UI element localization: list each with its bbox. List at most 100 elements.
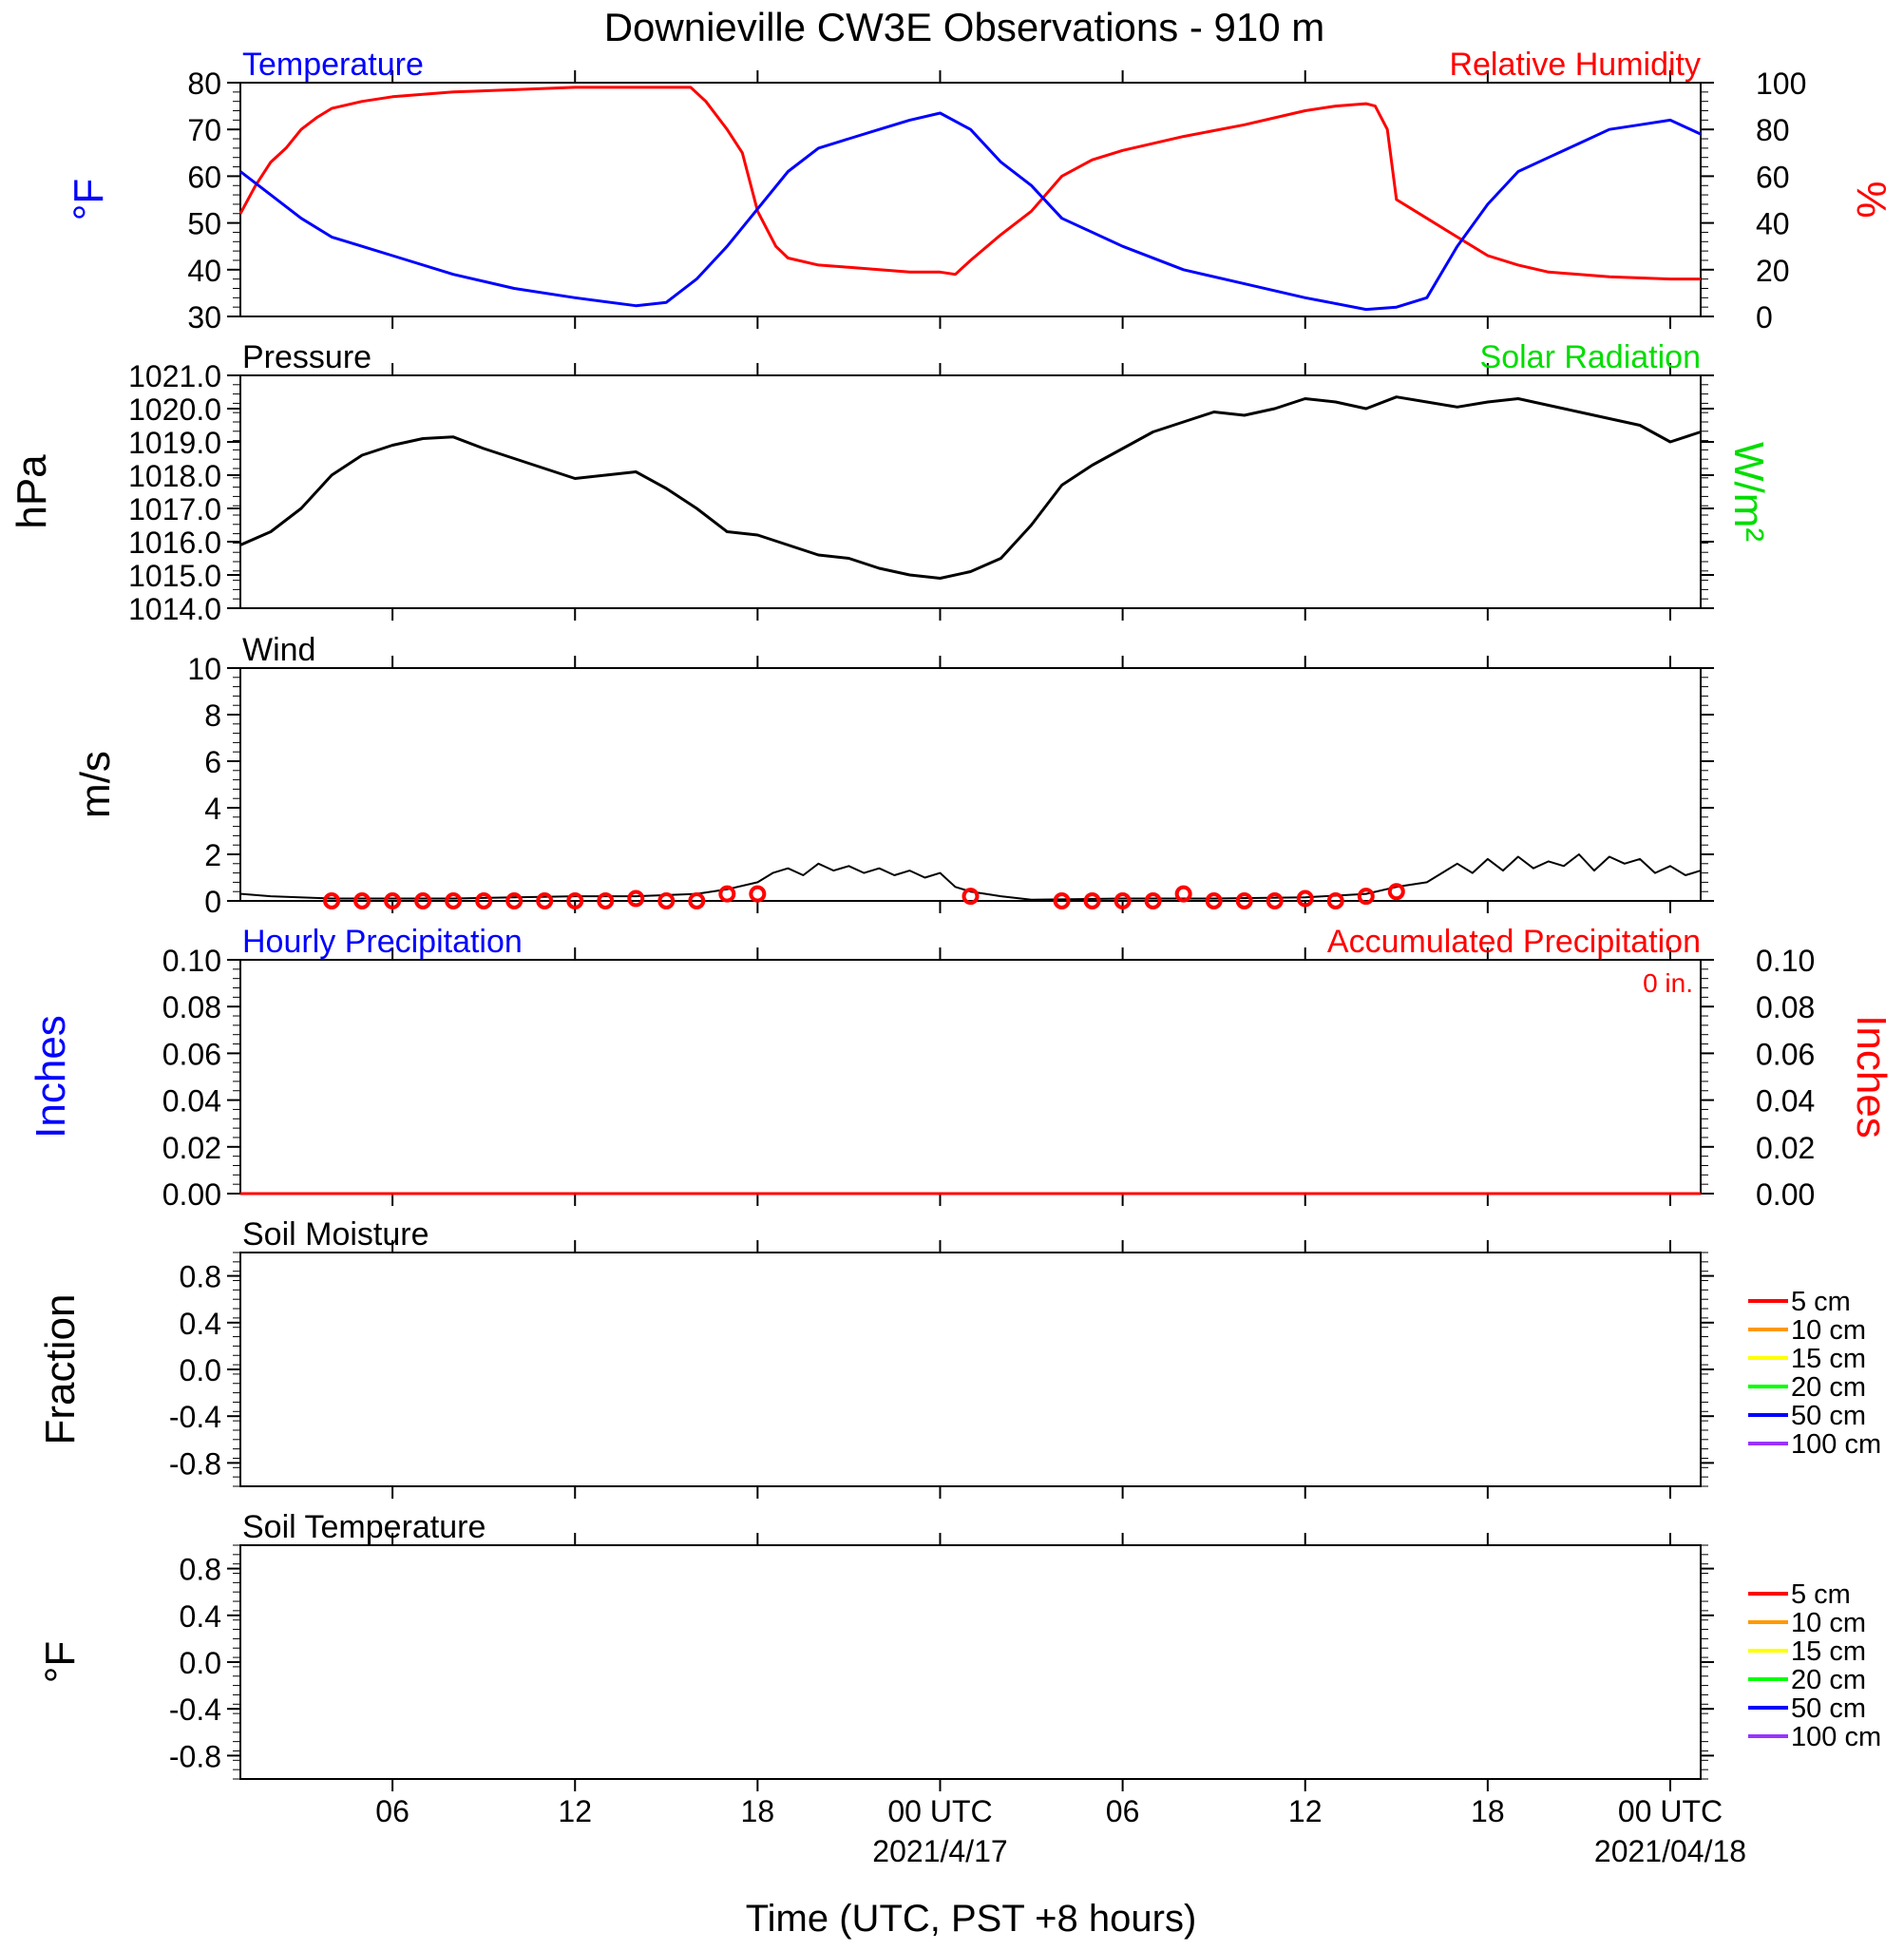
y-tick-label-temp: 60 [187, 160, 221, 194]
precip-total: 0 in. [1643, 968, 1693, 998]
x-date-label: 2021/4/17 [872, 1834, 1007, 1868]
panel-frame-wind [239, 667, 1702, 902]
wind-marker [597, 892, 615, 909]
y-tick-label-wind: 6 [204, 745, 221, 779]
wind-marker [1387, 883, 1405, 901]
y-tick-label-soil_moisture: 0.4 [180, 1307, 221, 1341]
wind-marker [475, 892, 493, 909]
y-tick-label-soil_moisture: -0.4 [169, 1400, 221, 1434]
y-tick-label-precip: 0.02 [162, 1131, 221, 1165]
panel-title-precip: Hourly Precipitation [242, 924, 523, 960]
chart-title: Downieville CW3E Observations - 910 m [604, 5, 1325, 49]
wind-marker [1326, 892, 1344, 909]
legend-label-soil_moisture: 15 cm [1791, 1344, 1866, 1374]
panel-title-wind: Wind [242, 632, 315, 668]
wind-marker [1114, 892, 1132, 909]
legend-label-soil_temp: 100 cm [1791, 1722, 1881, 1752]
y-right-tick-label-precip: 0.02 [1756, 1131, 1815, 1165]
wind-marker [749, 885, 767, 903]
legend-label-soil_moisture: 20 cm [1791, 1372, 1866, 1403]
legend-label-soil_temp: 10 cm [1791, 1608, 1866, 1638]
wind-marker [1144, 892, 1162, 909]
y-right-tick-label-precip: 0.06 [1756, 1037, 1815, 1071]
y-axis-right-label-temp: % [1848, 181, 1894, 218]
panel-title-temp: Temperature [242, 47, 424, 83]
legend-label-soil_moisture: 100 cm [1791, 1429, 1881, 1460]
y-tick-label-wind: 0 [204, 885, 221, 919]
y-tick-label-soil_temp: 0.8 [180, 1553, 221, 1587]
y-axis-label-soil_temp: °F [37, 1641, 84, 1683]
y-tick-label-temp: 80 [187, 67, 221, 101]
y-tick-label-pressure: 1020.0 [128, 392, 221, 427]
panel-title-soil_moisture: Soil Moisture [242, 1216, 429, 1253]
y-tick-label-temp: 50 [187, 207, 221, 241]
pressure-line [239, 395, 1702, 580]
wind-marker [323, 892, 341, 909]
wind-speed-line [239, 853, 1702, 901]
x-tick-label: 12 [1288, 1794, 1323, 1828]
wind-marker [353, 892, 371, 909]
y-right-tick-label-temp: 100 [1756, 67, 1806, 101]
x-tick-label: 12 [558, 1794, 592, 1828]
panel-title-pressure: Pressure [242, 339, 371, 375]
y-axis-label-temp: °F [66, 179, 112, 220]
y-tick-label-precip: 0.04 [162, 1084, 221, 1119]
wind-marker [1083, 892, 1101, 909]
wind-marker [566, 892, 584, 909]
y-tick-label-soil_temp: 0.0 [180, 1646, 221, 1680]
panel-pressure: 1014.01015.01016.01017.01018.01019.01020… [9, 339, 1772, 626]
wind-marker [1235, 892, 1253, 909]
panel-frame-soil_temp [239, 1544, 1702, 1780]
x-tick-label: 00 UTC [1618, 1794, 1723, 1828]
legend-label-soil_moisture: 5 cm [1791, 1287, 1851, 1317]
y-right-tick-label-precip: 0.04 [1756, 1084, 1815, 1119]
y-right-tick-label-temp: 60 [1756, 160, 1790, 194]
y-tick-label-pressure: 1016.0 [128, 526, 221, 560]
wind-marker [445, 892, 463, 909]
wind-marker [536, 892, 554, 909]
y-tick-label-wind: 10 [187, 652, 221, 686]
wind-marker [1174, 885, 1192, 903]
y-tick-label-pressure: 1019.0 [128, 426, 221, 460]
x-tick-label: 18 [1471, 1794, 1505, 1828]
wind-marker [1296, 889, 1314, 908]
y-tick-label-soil_moisture: 0.0 [180, 1353, 221, 1387]
wind-marker [962, 888, 980, 906]
y-right-tick-label-precip: 0.00 [1756, 1177, 1815, 1212]
wind-marker [1357, 888, 1375, 906]
panel-frame-pressure [239, 374, 1702, 609]
y-tick-label-pressure: 1021.0 [128, 359, 221, 393]
wind-marker [1205, 892, 1223, 909]
panel-temp: 30 40 50 60 70 80 0 20 40 60 80 100 Temperature Relat… [66, 47, 1894, 335]
y-axis-right-label-precip: Inches [1848, 1015, 1894, 1138]
y-tick-label-precip: 0.00 [162, 1177, 221, 1212]
x-tick-label: 00 UTC [887, 1794, 992, 1828]
y-tick-label-pressure: 1018.0 [128, 459, 221, 493]
legend-label-soil_moisture: 50 cm [1791, 1401, 1866, 1431]
y-right-tick-label-temp: 80 [1756, 113, 1790, 147]
y-tick-label-soil_temp: 0.4 [180, 1599, 221, 1634]
legend-label-soil_temp: 5 cm [1791, 1579, 1851, 1610]
y-right-tick-label-temp: 20 [1756, 254, 1790, 288]
y-tick-label-precip: 0.06 [162, 1037, 221, 1071]
y-tick-label-pressure: 1014.0 [128, 592, 221, 626]
y-tick-label-temp: 40 [187, 254, 221, 288]
temperature-line [239, 111, 1702, 312]
panel-right-title-pressure: Solar Radiation [1480, 339, 1701, 375]
y-tick-label-soil_moisture: 0.8 [180, 1260, 221, 1294]
x-tick-label: 06 [1106, 1794, 1140, 1828]
panel-frame-precip [239, 959, 1702, 1195]
panel-precip: 0.00 0.02 0.04 0.06 0.08 0.10 0.00 0.02 0.04 0.06… [28, 924, 1894, 1212]
y-right-tick-label-precip: 0.08 [1756, 990, 1815, 1024]
y-tick-label-wind: 2 [204, 838, 221, 872]
y-tick-label-temp: 70 [187, 113, 221, 147]
y-tick-label-pressure: 1017.0 [128, 492, 221, 526]
wind-marker [718, 885, 736, 903]
y-tick-label-soil_temp: -0.8 [169, 1739, 221, 1773]
panel-soil_moisture: -0.8 -0.4 0.0 0.4 0.8 Soil Moisture Fraction 5 … [37, 1216, 1881, 1499]
wind-marker [384, 892, 402, 909]
y-tick-label-soil_temp: -0.4 [169, 1693, 221, 1727]
wind-marker [657, 892, 676, 909]
